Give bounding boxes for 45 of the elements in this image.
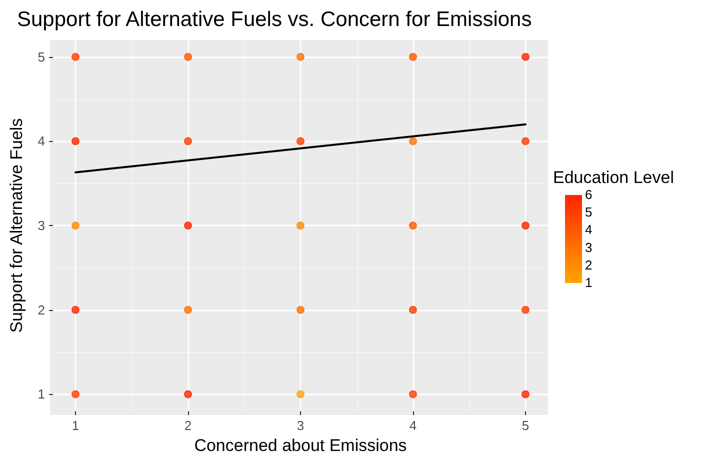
point <box>72 52 80 61</box>
point <box>409 52 417 61</box>
point <box>296 137 304 146</box>
point <box>296 306 304 314</box>
point <box>409 390 417 398</box>
point <box>184 390 192 398</box>
point <box>72 390 80 398</box>
point <box>184 222 192 230</box>
color-bar-title: Education Level <box>553 168 674 187</box>
chart-title: Support for Alternative Fuels vs. Concern for Emissions <box>17 8 532 31</box>
point <box>522 390 530 398</box>
point <box>296 222 304 230</box>
point <box>409 306 417 314</box>
point <box>184 137 192 146</box>
x-tick-label: 3 <box>296 418 304 434</box>
x-tick-label: 5 <box>522 418 530 434</box>
point <box>296 52 304 61</box>
point <box>296 390 304 398</box>
color-bar-label: 4 <box>585 222 592 238</box>
point <box>72 137 80 146</box>
point <box>522 306 530 314</box>
color-bar-label: 3 <box>585 240 592 255</box>
point <box>409 137 417 146</box>
point <box>72 222 80 230</box>
point <box>522 137 530 146</box>
y-tick-label: 2 <box>38 302 45 318</box>
color-bar-label: 6 <box>585 187 592 202</box>
x-tick-label: 4 <box>409 418 417 434</box>
point <box>522 222 530 230</box>
point <box>72 306 80 314</box>
y-tick-label: 5 <box>38 49 45 64</box>
color-bar-label: 2 <box>585 257 592 272</box>
point <box>184 52 192 61</box>
x-tick-label: 1 <box>72 418 80 434</box>
x-tick-label: 2 <box>184 418 192 434</box>
y-tick-label: 1 <box>38 386 45 402</box>
point <box>522 52 530 61</box>
y-axis-title: Support for Alternative Fuels <box>7 118 26 333</box>
point <box>409 222 417 230</box>
y-tick-label: 4 <box>38 134 45 149</box>
point <box>184 306 192 314</box>
color-bar-label: 1 <box>585 275 592 290</box>
color-bar-label: 5 <box>585 204 592 220</box>
x-axis-title: Concerned about Emissions <box>194 436 407 455</box>
y-tick-label: 3 <box>38 218 45 234</box>
